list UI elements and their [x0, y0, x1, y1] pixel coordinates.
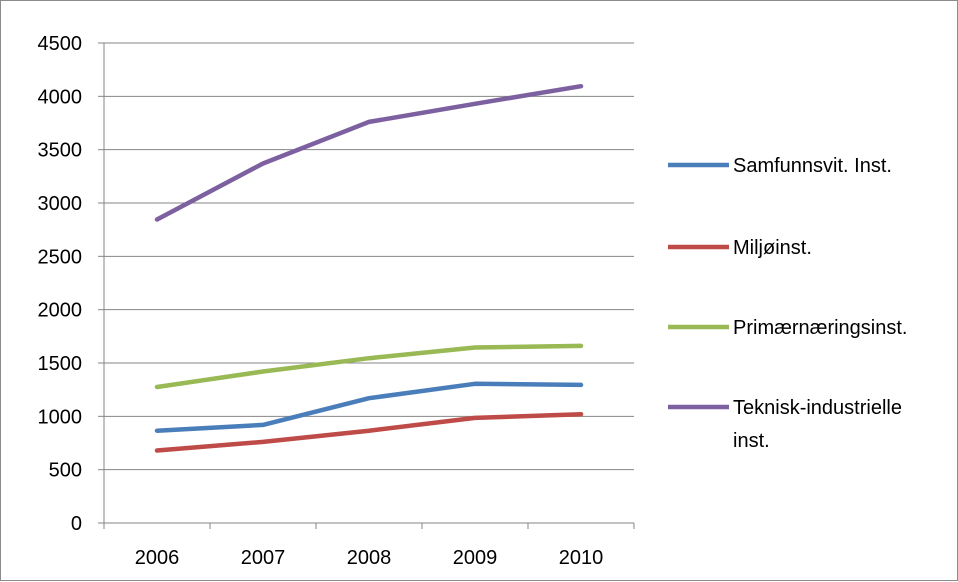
- y-tick-label: 3000: [38, 193, 83, 215]
- legend-label-1: Miljøinst.: [733, 237, 812, 259]
- series-line-3: [154, 83, 584, 222]
- y-tick-label: 2000: [38, 300, 83, 322]
- x-tick-label: 2007: [241, 547, 286, 569]
- legend-label-3: Teknisk-industrielle inst.: [733, 397, 902, 452]
- y-tick-label: 1000: [38, 406, 83, 428]
- x-tick-label: 2006: [135, 547, 180, 569]
- legend: Samfunnsvit. Inst. Miljøinst. Primærnæring…: [668, 155, 907, 452]
- x-tick-label: 2008: [347, 547, 392, 569]
- y-tick-label: 1500: [38, 353, 83, 375]
- y-tick-label: 500: [49, 460, 82, 482]
- gridlines: [104, 42, 634, 471]
- x-tick-label: 2010: [559, 547, 604, 569]
- series-line-1: [154, 411, 584, 453]
- legend-label-0: Samfunnsvit. Inst.: [733, 155, 892, 177]
- series-line-0: [154, 381, 584, 433]
- y-tick-label: 4000: [38, 86, 83, 108]
- legend-label-2: Primærnæringsinst.: [733, 317, 907, 339]
- y-tick-label: 2500: [38, 246, 83, 268]
- y-tick-label: 4500: [38, 33, 83, 55]
- series-line-2: [154, 343, 584, 390]
- y-tick-label: 0: [71, 513, 82, 535]
- y-tick-label: 3500: [38, 140, 83, 162]
- x-tick-label: 2009: [453, 547, 498, 569]
- series-lines: [154, 83, 584, 453]
- axes: 0 500 1000 1500 2000 2500 3000 3500 4000 4500 2006…: [38, 33, 635, 569]
